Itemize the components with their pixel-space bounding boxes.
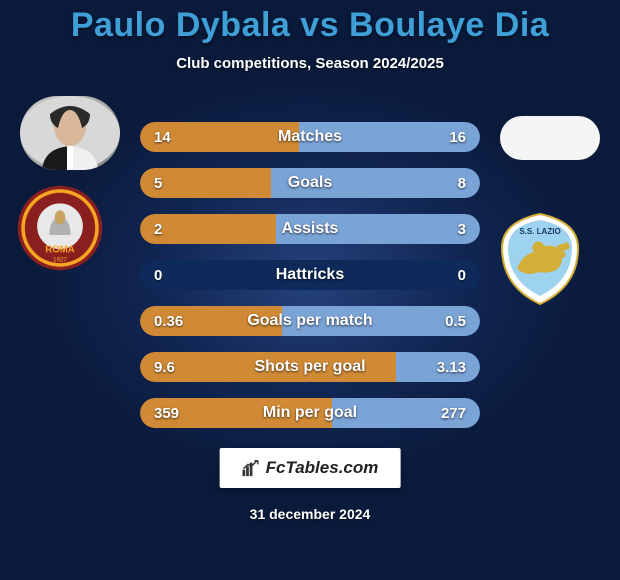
player1-portrait-icon <box>20 96 120 170</box>
stat-row: Shots per goal9.6 3.13 <box>140 352 480 382</box>
stat-row: Goals per match0.36 0.5 <box>140 306 480 336</box>
date-text: 31 december 2024 <box>0 506 620 522</box>
comparison-card: Paulo Dybala vs Boulaye Dia Club competi… <box>0 0 620 580</box>
svg-text:ROMA: ROMA <box>45 245 75 256</box>
stat-row: Hattricks0 0 <box>140 260 480 290</box>
stat-label: Goals per match <box>140 312 480 330</box>
stat-value-left: 359 <box>154 405 179 422</box>
stat-row: Min per goal359 277 <box>140 398 480 428</box>
svg-text:1927: 1927 <box>53 256 67 263</box>
page-title: Paulo Dybala vs Boulaye Dia <box>0 6 620 45</box>
stat-value-right: 277 <box>441 405 466 422</box>
stat-label: Assists <box>140 220 480 238</box>
stat-row: Goals5 8 <box>140 168 480 198</box>
player1-avatar <box>20 96 120 170</box>
stat-row: Matches14 16 <box>140 122 480 152</box>
left-player-column: ROMA 1927 <box>10 96 130 272</box>
stat-value-left: 0 <box>154 267 162 284</box>
stats-table: Matches14 16 Goals5 8 Assists2 3 Hattricks0 0 Go… <box>140 122 480 444</box>
stat-label: Goals <box>140 174 480 192</box>
brand-text: FcTables.com <box>266 458 379 478</box>
lazio-crest-icon: S.S. LAZIO <box>490 208 590 308</box>
stat-value-left: 14 <box>154 129 171 146</box>
roma-crest-icon: ROMA 1927 <box>16 184 104 272</box>
right-player-column: S.S. LAZIO <box>490 116 610 308</box>
player2-avatar <box>500 116 600 160</box>
stat-value-left: 2 <box>154 221 162 238</box>
stat-label: Shots per goal <box>140 358 480 376</box>
svg-text:S.S. LAZIO: S.S. LAZIO <box>519 227 560 236</box>
player2-club-badge: S.S. LAZIO <box>490 208 590 308</box>
stat-value-left: 9.6 <box>154 359 175 376</box>
stat-value-right: 0.5 <box>445 313 466 330</box>
stat-value-left: 5 <box>154 175 162 192</box>
stat-label: Hattricks <box>140 266 480 284</box>
stat-label: Matches <box>140 128 480 146</box>
stat-value-right: 3 <box>458 221 466 238</box>
fctables-logo-icon <box>242 459 260 477</box>
stat-row: Assists2 3 <box>140 214 480 244</box>
stat-value-right: 16 <box>449 129 466 146</box>
stat-value-right: 8 <box>458 175 466 192</box>
stat-value-right: 0 <box>458 267 466 284</box>
stat-value-left: 0.36 <box>154 313 183 330</box>
subtitle: Club competitions, Season 2024/2025 <box>0 55 620 72</box>
brand-badge[interactable]: FcTables.com <box>220 448 401 488</box>
stat-value-right: 3.13 <box>437 359 466 376</box>
player1-club-badge: ROMA 1927 <box>10 184 110 272</box>
stat-label: Min per goal <box>140 404 480 422</box>
